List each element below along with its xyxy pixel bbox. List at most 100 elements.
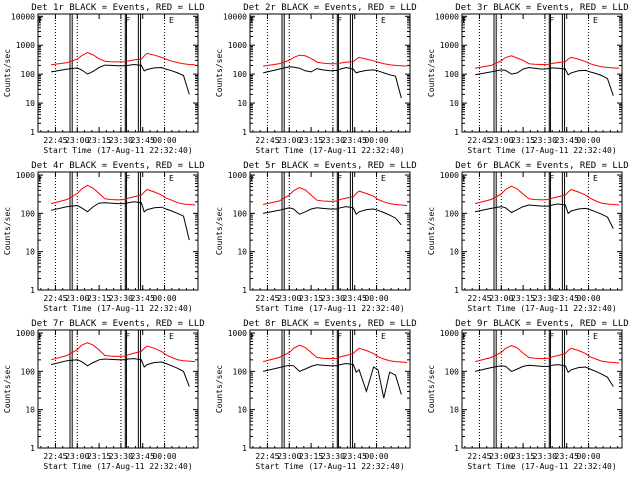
plot-frame (461, 329, 623, 449)
panel-title: Det 9r BLACK = Events, RED = LLD (455, 319, 628, 329)
x-tick-label: 23:15 (511, 294, 535, 303)
x-tick-label: 00:00 (364, 452, 388, 461)
y-tick-label: 100 (445, 70, 460, 79)
y-tick-label: 1 (242, 286, 247, 295)
flag-marker-label: E (381, 332, 386, 341)
series-events-line (262, 362, 402, 399)
flag-marker-label: F (125, 332, 130, 341)
y-tick-label: 10 (449, 406, 459, 415)
detector-panel-1: Det 1r BLACK = Events, RED = LLD 1 10 100 10… (3, 3, 205, 155)
x-tick-label: 22:45 (467, 452, 491, 461)
x-tick-label: 23:00 (489, 136, 513, 145)
series-lld-line (50, 342, 196, 363)
flag-marker-label: F (38, 332, 43, 341)
x-tick-label: 23:30 (109, 136, 133, 145)
flag-marker-label: F (549, 16, 554, 25)
series-events-line (262, 66, 402, 99)
flag-marker-label: E (593, 332, 598, 341)
y-tick-label: 1 (454, 128, 459, 137)
flag-marker-label: F (549, 174, 554, 183)
detector-panel-2: Det 2r BLACK = Events, RED = LLD 1 10 100 10… (215, 3, 417, 155)
series-events-line (50, 201, 190, 241)
panel-title: Det 2r BLACK = Events, RED = LLD (243, 3, 416, 13)
y-tick-label: 1 (30, 444, 35, 453)
y-axis-label: Counts/sec (427, 207, 436, 255)
x-tick-label: 23:00 (489, 294, 513, 303)
x-tick-label: 00:00 (576, 136, 600, 145)
y-tick-label: 1000 (440, 329, 459, 338)
series-lld-line (262, 187, 408, 206)
plot-frame (249, 13, 411, 133)
x-axis-label: Start Time (17-Aug-11 22:32:40) (467, 462, 616, 471)
panel-title: Det 1r BLACK = Events, RED = LLD (31, 3, 204, 13)
x-axis-label: Start Time (17-Aug-11 22:32:40) (467, 146, 616, 155)
y-tick-label: 10 (237, 406, 247, 415)
x-axis-label: Start Time (17-Aug-11 22:32:40) (255, 146, 404, 155)
x-tick-label: 23:45 (131, 452, 155, 461)
x-tick-label: 23:30 (321, 452, 345, 461)
y-tick-label: 1 (242, 128, 247, 137)
y-tick-label: 100 (445, 367, 460, 376)
y-tick-label: 10 (25, 248, 35, 257)
y-tick-label: 10 (449, 248, 459, 257)
y-axis-label: Counts/sec (215, 49, 224, 97)
y-tick-label: 100 (21, 70, 36, 79)
x-tick-label: 23:00 (489, 452, 513, 461)
x-axis-label: Start Time (17-Aug-11 22:32:40) (467, 304, 616, 313)
x-tick-label: 22:45 (43, 294, 67, 303)
x-tick-label: 23:15 (511, 452, 535, 461)
detector-panel-9: Det 9r BLACK = Events, RED = LLD 1 10 100 10… (427, 319, 629, 471)
x-tick-label: 23:30 (533, 294, 557, 303)
panel-title: Det 6r BLACK = Events, RED = LLD (455, 161, 628, 171)
plot-frame (249, 329, 411, 449)
y-tick-label: 10000 (11, 12, 35, 21)
x-axis-label: Start Time (17-Aug-11 22:32:40) (255, 462, 404, 471)
y-tick-label: 1000 (440, 41, 459, 50)
x-tick-label: 23:15 (299, 294, 323, 303)
y-tick-label: 1000 (228, 329, 247, 338)
series-lld-line (475, 55, 620, 69)
detector-panel-6: Det 6r BLACK = Events, RED = LLD 1 10 100 10… (427, 161, 629, 313)
series-events-line (263, 206, 402, 226)
y-tick-label: 1 (30, 128, 35, 137)
detector-panel-4: Det 4r BLACK = Events, RED = LLD 1 10 100 10… (3, 161, 205, 313)
y-tick-label: 10 (25, 99, 35, 108)
y-tick-label: 100 (233, 70, 248, 79)
y-tick-label: 1 (454, 286, 459, 295)
x-tick-label: 23:00 (277, 294, 301, 303)
series-lld-line (262, 344, 408, 363)
x-tick-label: 23:45 (343, 294, 367, 303)
flag-marker-label: F (38, 16, 43, 25)
x-tick-label: 23:15 (87, 294, 111, 303)
x-tick-label: 23:45 (131, 136, 155, 145)
x-tick-label: 23:30 (109, 452, 133, 461)
detector-panel-5: Det 5r BLACK = Events, RED = LLD 1 10 100 10… (215, 161, 417, 313)
flag-marker-label: E (169, 174, 174, 183)
x-tick-label: 23:45 (343, 136, 367, 145)
series-lld-line (51, 51, 196, 66)
panel-title: Det 5r BLACK = Events, RED = LLD (243, 161, 416, 171)
panel-title: Det 3r BLACK = Events, RED = LLD (455, 3, 628, 13)
x-tick-label: 00:00 (576, 294, 600, 303)
y-axis-label: Counts/sec (3, 49, 12, 97)
y-tick-label: 1000 (440, 171, 459, 180)
flag-marker-label: F (337, 174, 342, 183)
flag-marker-label: E (169, 16, 174, 25)
detector-panel-7: Det 7r BLACK = Events, RED = LLD 1 10 100 10… (3, 319, 205, 471)
plot-frame (461, 171, 623, 291)
x-axis-label: Start Time (17-Aug-11 22:32:40) (43, 304, 192, 313)
flag-marker-label: E (593, 16, 598, 25)
x-tick-label: 23:45 (555, 452, 579, 461)
series-events-line (474, 203, 614, 229)
y-tick-label: 100 (21, 209, 36, 218)
y-tick-label: 100 (445, 209, 460, 218)
flag-marker-label: F (125, 174, 130, 183)
flag-marker-label: F (250, 332, 255, 341)
y-axis-label: Counts/sec (215, 207, 224, 255)
x-tick-label: 00:00 (152, 136, 176, 145)
detector-panel-3: Det 3r BLACK = Events, RED = LLD 1 10 100 10… (427, 3, 629, 155)
x-tick-label: 23:15 (299, 136, 323, 145)
flag-marker-label: E (381, 174, 386, 183)
